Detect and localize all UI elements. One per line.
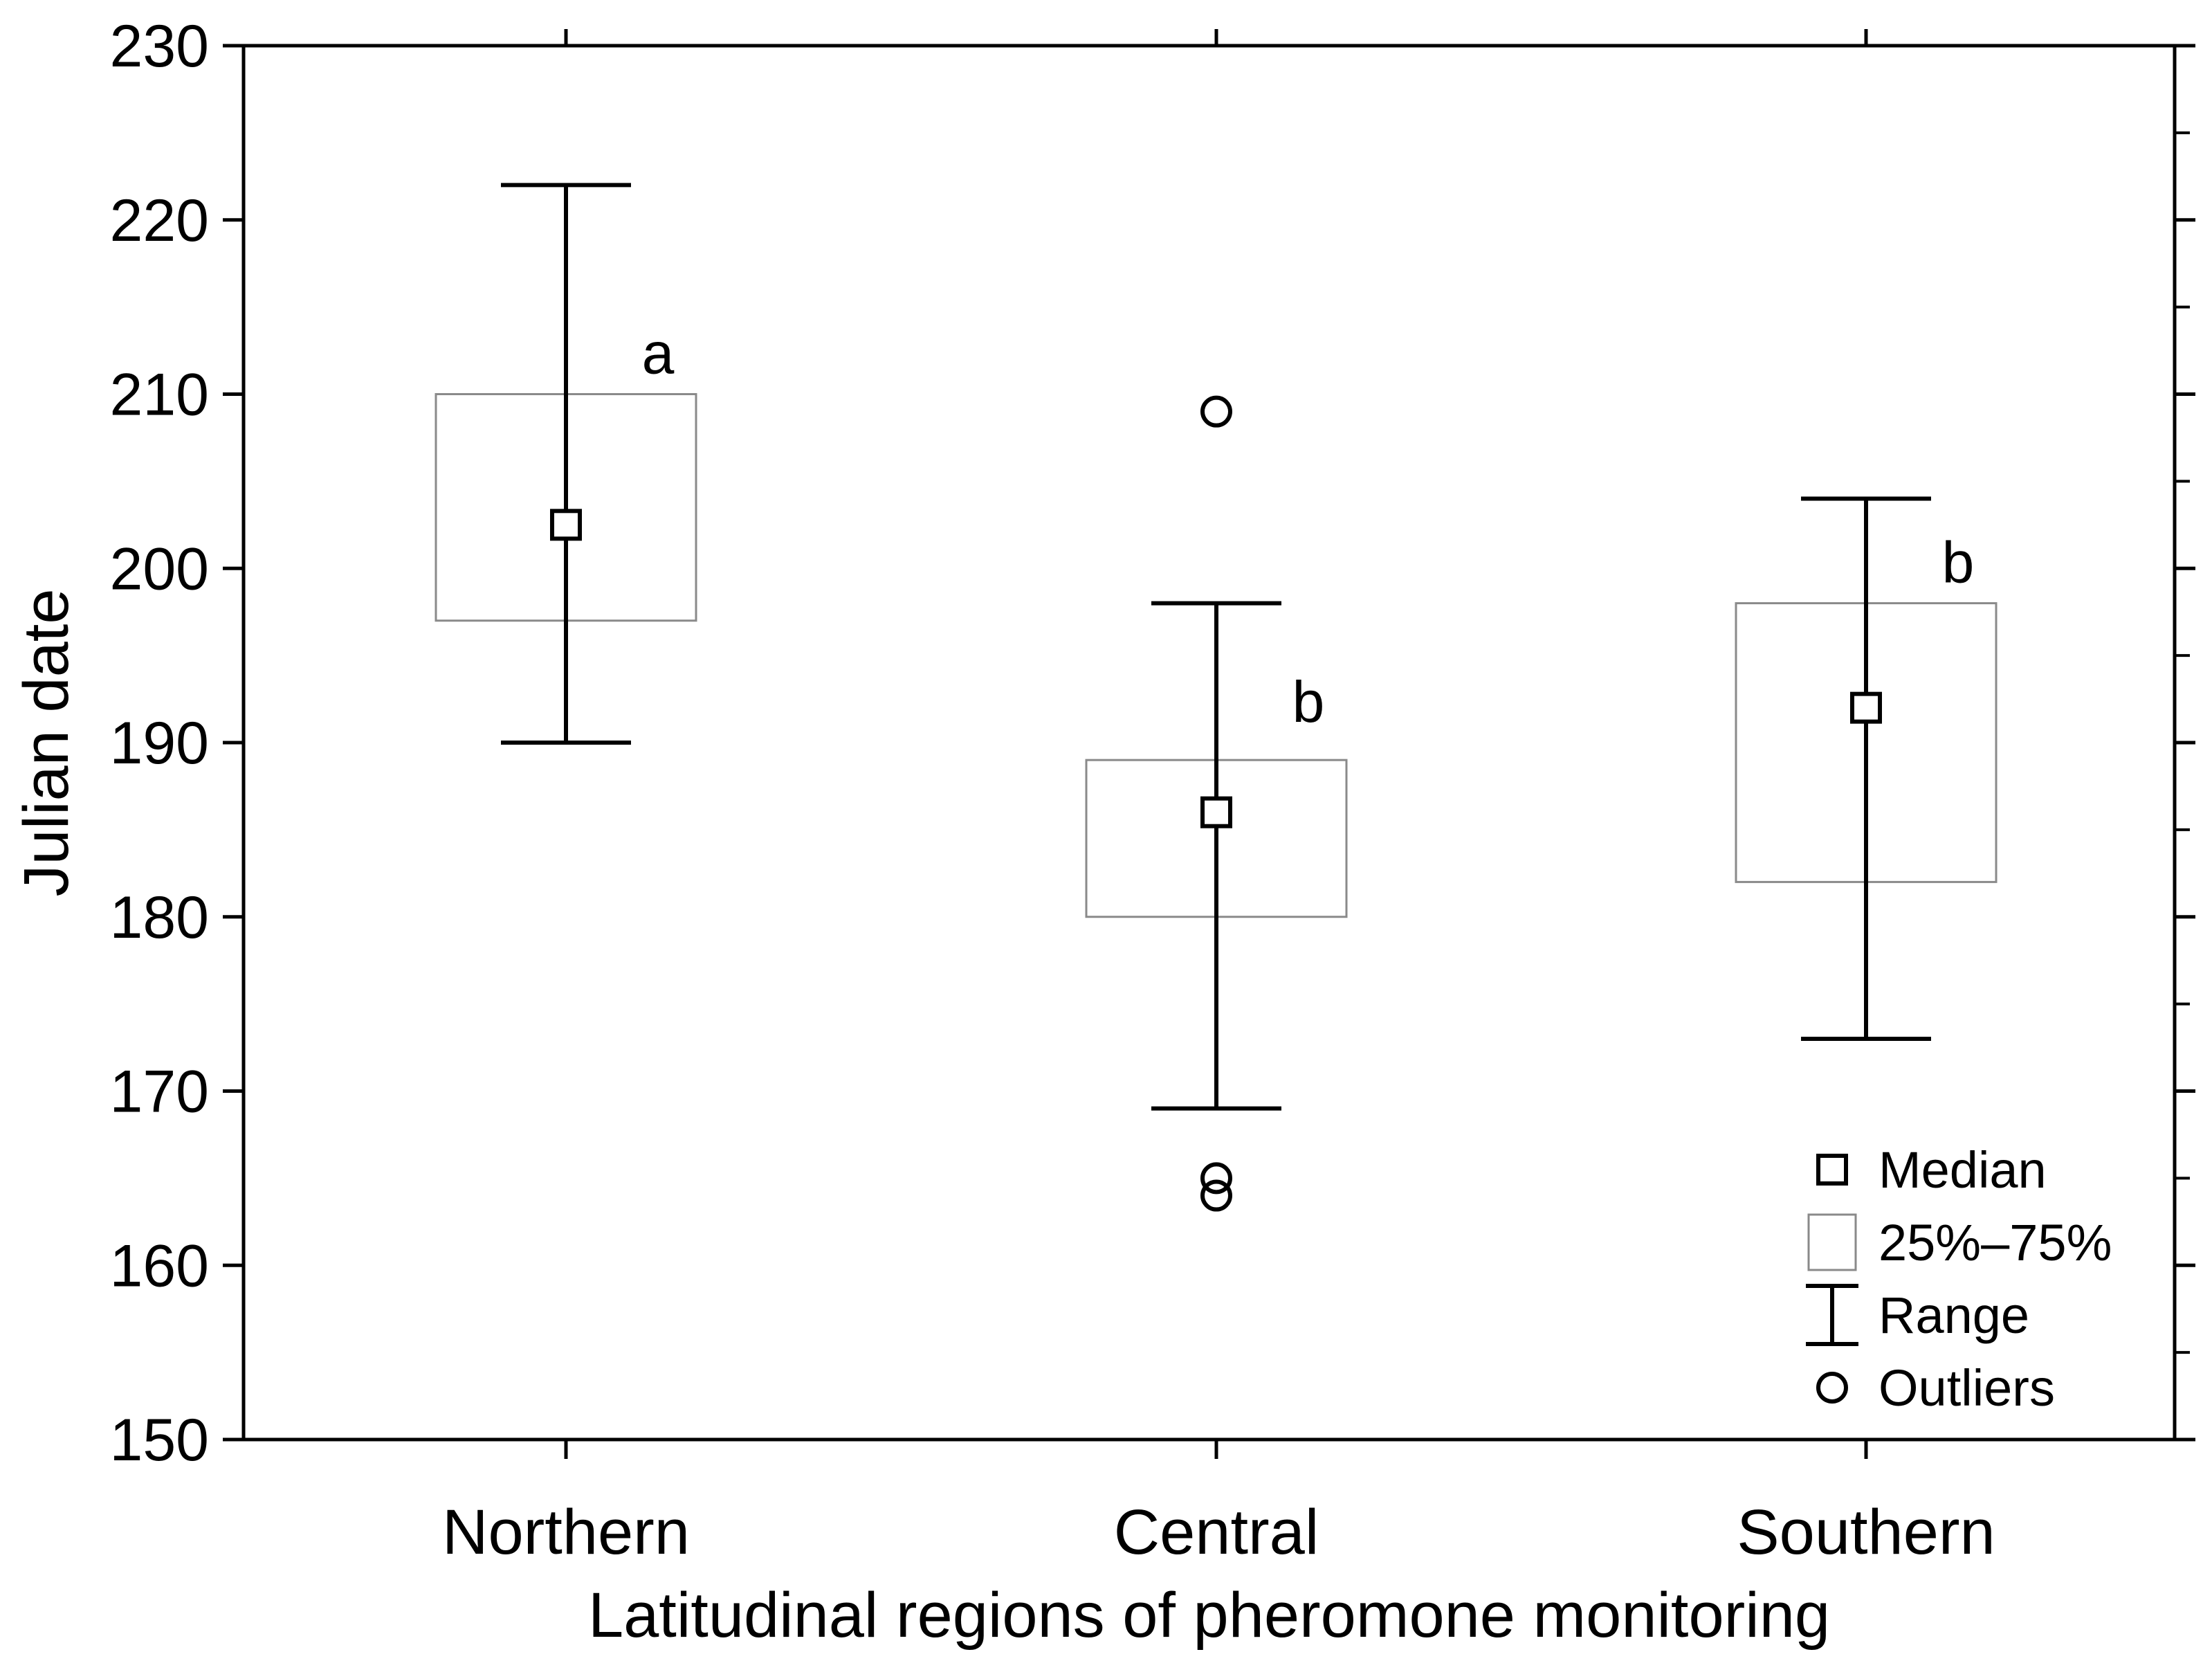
legend-median-symbol — [1816, 1154, 1848, 1186]
y-tick-label: 210 — [110, 362, 210, 428]
legend-label-median: Median — [1879, 1141, 2047, 1199]
y-tick-label: 190 — [110, 710, 210, 777]
significance-letter: b — [1292, 669, 1325, 734]
x-category-label: Central — [1114, 1497, 1319, 1568]
y-tick-label: 220 — [110, 188, 210, 254]
box-group-central: b — [1085, 395, 1348, 1212]
legend-iqr-symbol — [1807, 1213, 1857, 1271]
outlier-point — [1200, 1179, 1232, 1212]
x-axis-title: Latitudinal regions of pheromone monitor… — [588, 1580, 1830, 1651]
box-group-northern: a — [435, 183, 697, 745]
x-category-label: Northern — [442, 1497, 690, 1568]
legend-range-symbol — [1806, 1284, 1858, 1346]
y-tick-label: 180 — [110, 884, 210, 951]
legend-label-iqr: 25%–75% — [1879, 1214, 2112, 1271]
y-tick-label: 150 — [110, 1407, 210, 1473]
legend-label-outliers: Outliers — [1879, 1359, 2055, 1417]
significance-letter: a — [642, 321, 675, 386]
median-marker — [1850, 691, 1882, 724]
y-axis-title: Julian date — [11, 589, 82, 897]
x-category-label: Southern — [1737, 1497, 1995, 1568]
legend-outlier-symbol — [1816, 1372, 1848, 1404]
y-tick-label: 170 — [110, 1059, 210, 1125]
significance-letter: b — [1942, 530, 1975, 595]
boxes: a b b — [435, 183, 1998, 1212]
axes: 150 160 170 180 190 200 210 220 230 Northern Centr… — [11, 13, 2195, 1651]
box-group-southern: b — [1735, 496, 1998, 1041]
y-tick-label: 230 — [110, 13, 210, 80]
median-marker — [550, 509, 582, 541]
legend-label-range: Range — [1879, 1287, 2029, 1344]
legend: Median 25%–75% Range Outliers — [1806, 1141, 2112, 1417]
outlier-point — [1200, 1162, 1232, 1195]
outlier-point — [1200, 395, 1232, 428]
y-tick-label: 160 — [110, 1233, 210, 1299]
median-marker — [1200, 796, 1232, 828]
y-tick-label: 200 — [110, 536, 210, 602]
